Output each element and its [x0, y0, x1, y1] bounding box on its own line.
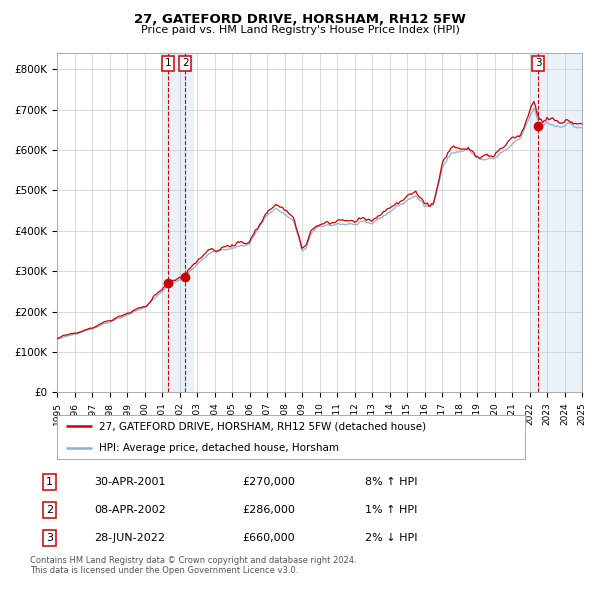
Text: Price paid vs. HM Land Registry's House Price Index (HPI): Price paid vs. HM Land Registry's House …	[140, 25, 460, 35]
Text: 1% ↑ HPI: 1% ↑ HPI	[365, 505, 417, 514]
Bar	[162, 53, 179, 392]
Text: This data is licensed under the Open Government Licence v3.0.: This data is licensed under the Open Gov…	[30, 566, 298, 575]
Bar	[179, 53, 193, 392]
Text: £270,000: £270,000	[242, 477, 295, 487]
Text: 27, GATEFORD DRIVE, HORSHAM, RH12 5FW (detached house): 27, GATEFORD DRIVE, HORSHAM, RH12 5FW (d…	[99, 421, 426, 431]
Text: 08-APR-2002: 08-APR-2002	[94, 505, 166, 514]
Text: 2: 2	[46, 505, 53, 514]
Text: £660,000: £660,000	[242, 533, 295, 543]
Text: 3: 3	[535, 58, 542, 68]
Text: 8% ↑ HPI: 8% ↑ HPI	[365, 477, 418, 487]
Text: HPI: Average price, detached house, Horsham: HPI: Average price, detached house, Hors…	[99, 442, 339, 453]
Text: 1: 1	[164, 58, 171, 68]
Text: 30-APR-2001: 30-APR-2001	[94, 477, 166, 487]
Text: £286,000: £286,000	[242, 505, 295, 514]
Text: 1: 1	[46, 477, 53, 487]
Bar	[530, 53, 582, 392]
Text: 2% ↓ HPI: 2% ↓ HPI	[365, 533, 418, 543]
Text: 3: 3	[46, 533, 53, 543]
Text: 28-JUN-2022: 28-JUN-2022	[94, 533, 165, 543]
Text: 2: 2	[182, 58, 188, 68]
Text: Contains HM Land Registry data © Crown copyright and database right 2024.: Contains HM Land Registry data © Crown c…	[30, 556, 356, 565]
Text: 27, GATEFORD DRIVE, HORSHAM, RH12 5FW: 27, GATEFORD DRIVE, HORSHAM, RH12 5FW	[134, 13, 466, 26]
